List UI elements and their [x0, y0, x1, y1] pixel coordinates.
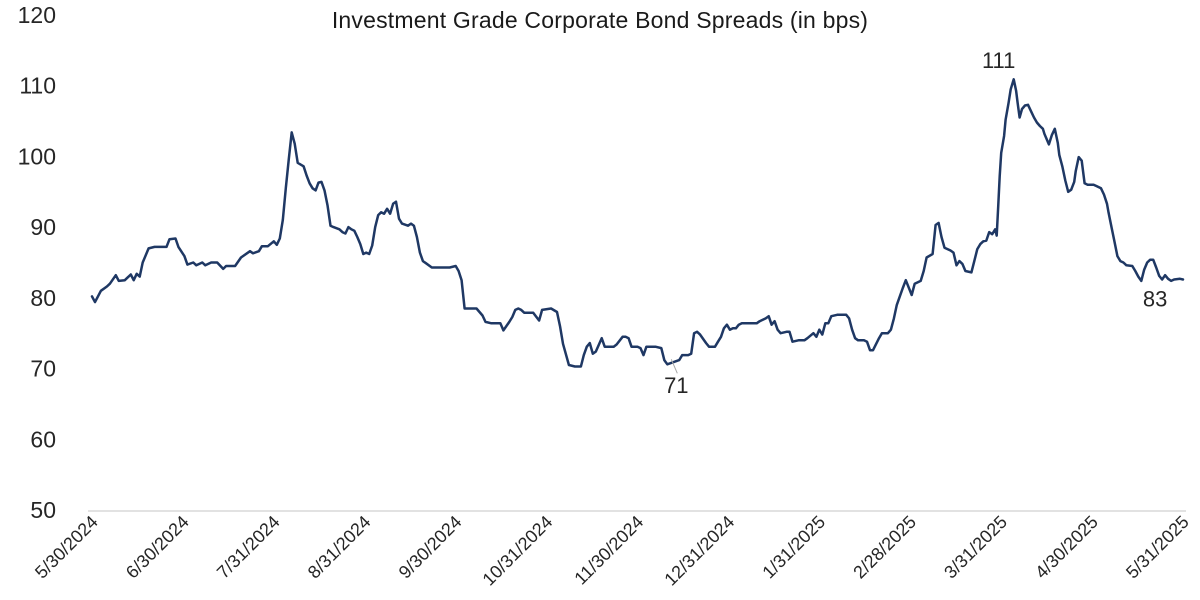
- x-axis-tick-label: 7/31/2024: [213, 512, 284, 583]
- x-axis-tick-label: 3/31/2025: [940, 512, 1011, 583]
- x-axis-tick-label: 4/30/2025: [1031, 512, 1102, 583]
- x-axis-tick-label: 5/31/2025: [1122, 512, 1193, 583]
- y-axis-tick-label: 100: [18, 143, 56, 169]
- spread-line-series: [90, 78, 1185, 368]
- x-axis-tick-label: 6/30/2024: [122, 512, 193, 583]
- x-axis-tick-label: 2/28/2025: [849, 512, 920, 583]
- x-axis-tick-label: 12/31/2024: [660, 512, 738, 590]
- x-axis-tick-label: 8/31/2024: [304, 512, 375, 583]
- annotation-71: 71: [664, 373, 688, 398]
- x-axis-tick-label: 10/31/2024: [479, 512, 557, 590]
- chart-title: Investment Grade Corporate Bond Spreads …: [331, 7, 869, 33]
- y-axis-tick-label: 90: [30, 214, 56, 240]
- y-axis-tick-label: 70: [30, 356, 56, 382]
- y-axis-tick-label: 60: [30, 426, 56, 452]
- annotation-83: 83: [1143, 286, 1167, 311]
- x-axis-tick-label: 11/30/2024: [570, 512, 647, 589]
- annotation-111: 111: [982, 48, 1015, 73]
- y-axis-tick-label: 50: [30, 497, 56, 523]
- y-axis-tick-label: 110: [19, 73, 56, 99]
- y-axis-tick-label: 80: [30, 285, 56, 311]
- x-axis-tick-label: 9/30/2024: [395, 512, 466, 583]
- annotation-leader-71: [670, 359, 678, 374]
- x-axis-tick-label: 1/31/2025: [758, 512, 829, 583]
- y-axis-tick-label: 120: [18, 2, 56, 28]
